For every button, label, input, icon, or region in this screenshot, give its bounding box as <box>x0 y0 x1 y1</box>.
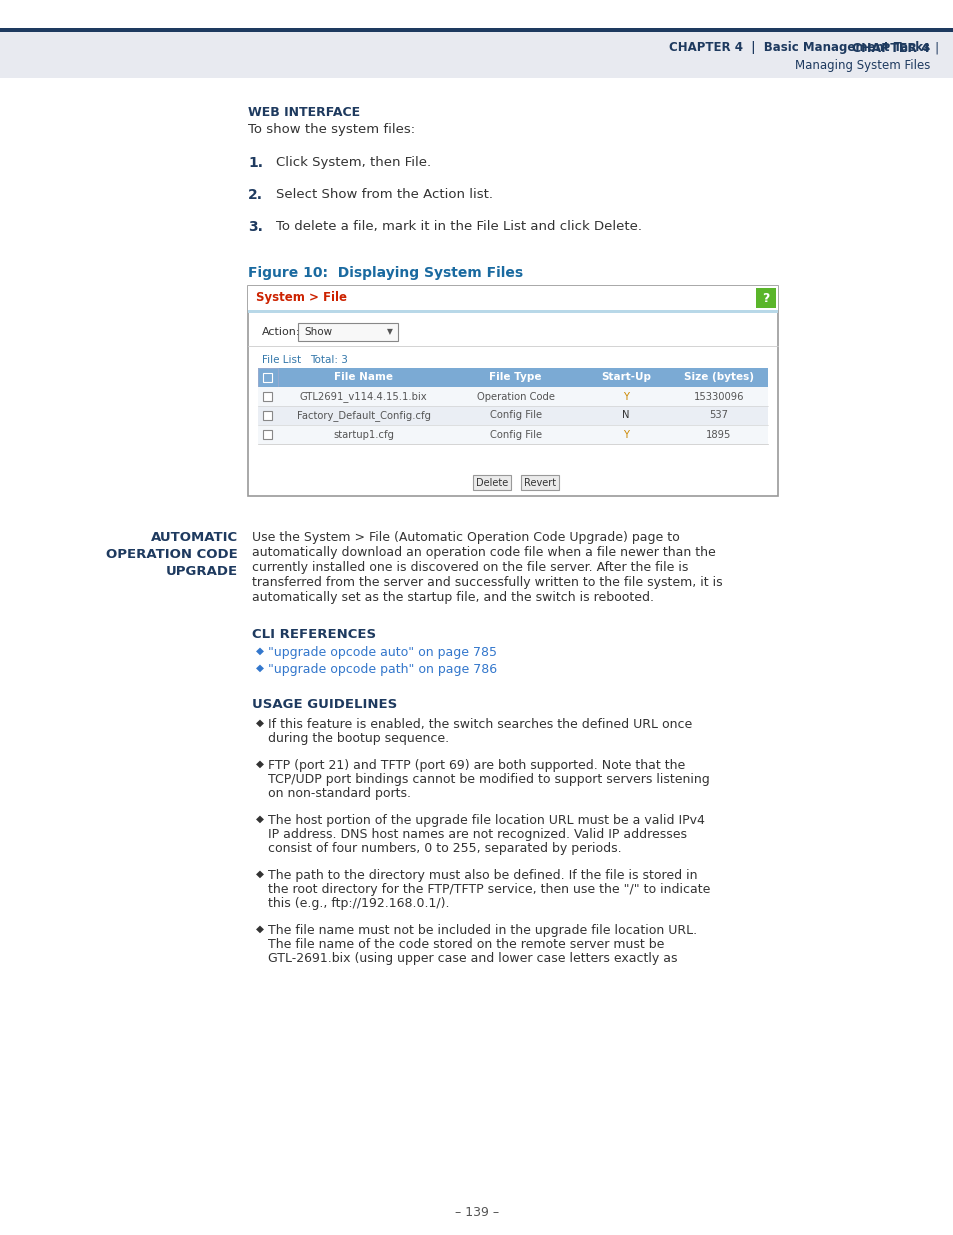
Bar <box>248 287 778 310</box>
Text: GTL2691_v114.4.15.1.bix: GTL2691_v114.4.15.1.bix <box>299 391 427 401</box>
Text: CLI REFERENCES: CLI REFERENCES <box>252 629 375 641</box>
Text: ◆: ◆ <box>255 869 264 879</box>
Text: Config File: Config File <box>489 430 541 440</box>
Text: Managing System Files: Managing System Files <box>794 59 929 73</box>
Bar <box>257 368 277 387</box>
Text: Select Show from the Action list.: Select Show from the Action list. <box>275 188 493 201</box>
Bar <box>257 425 767 445</box>
Bar <box>257 406 767 425</box>
Text: Total: 3: Total: 3 <box>310 354 348 366</box>
Text: during the bootup sequence.: during the bootup sequence. <box>268 732 449 745</box>
Text: |: | <box>933 42 937 54</box>
Text: File Type: File Type <box>489 373 541 383</box>
Text: The host portion of the upgrade file location URL must be a valid IPv4: The host portion of the upgrade file loc… <box>268 814 704 827</box>
Bar <box>263 391 272 401</box>
Text: Click System, then File.: Click System, then File. <box>275 156 431 169</box>
Text: UPGRADE: UPGRADE <box>166 564 237 578</box>
Bar <box>297 324 397 341</box>
Text: Show: Show <box>304 327 332 337</box>
Bar <box>520 475 558 490</box>
Text: on non-standard ports.: on non-standard ports. <box>268 787 411 800</box>
Text: Figure 10:  Displaying System Files: Figure 10: Displaying System Files <box>248 266 522 280</box>
Text: 1895: 1895 <box>705 430 731 440</box>
Text: N: N <box>621 410 629 420</box>
Text: this (e.g., ftp://192.168.0.1/).: this (e.g., ftp://192.168.0.1/). <box>268 897 449 910</box>
Bar <box>263 373 272 382</box>
Text: OPERATION CODE: OPERATION CODE <box>106 548 237 561</box>
Text: Factory_Default_Config.cfg: Factory_Default_Config.cfg <box>296 410 431 421</box>
Text: The file name of the code stored on the remote server must be: The file name of the code stored on the … <box>268 939 663 951</box>
Text: Y: Y <box>622 430 628 440</box>
Text: The path to the directory must also be defined. If the file is stored in: The path to the directory must also be d… <box>268 869 697 882</box>
Text: automatically set as the startup file, and the switch is rebooted.: automatically set as the startup file, a… <box>252 592 654 604</box>
Bar <box>0 0 953 28</box>
Text: File Name: File Name <box>334 373 393 383</box>
Text: Start-Up: Start-Up <box>600 373 650 383</box>
Text: ▼: ▼ <box>387 327 393 336</box>
Bar <box>257 368 767 387</box>
Text: Delete: Delete <box>476 478 508 488</box>
Text: Y: Y <box>622 391 628 401</box>
Text: Config File: Config File <box>489 410 541 420</box>
Text: startup1.cfg: startup1.cfg <box>333 430 394 440</box>
Text: 3.: 3. <box>248 220 263 233</box>
Text: transferred from the server and successfully written to the file system, it is: transferred from the server and successf… <box>252 576 721 589</box>
Text: File List: File List <box>262 354 301 366</box>
Text: ◆: ◆ <box>255 814 264 824</box>
Bar <box>0 28 953 32</box>
Text: AUTOMATIC: AUTOMATIC <box>151 531 237 543</box>
Text: ◆: ◆ <box>255 924 264 934</box>
Text: "upgrade opcode path" on page 786: "upgrade opcode path" on page 786 <box>268 663 497 676</box>
Text: "upgrade opcode auto" on page 785: "upgrade opcode auto" on page 785 <box>268 646 497 659</box>
Text: Revert: Revert <box>523 478 556 488</box>
Text: ?: ? <box>761 291 769 305</box>
Text: USAGE GUIDELINES: USAGE GUIDELINES <box>252 698 396 711</box>
Bar <box>0 32 953 78</box>
Text: Action:: Action: <box>262 327 300 337</box>
Text: CHAPTER 4: CHAPTER 4 <box>851 42 929 54</box>
Text: If this feature is enabled, the switch searches the defined URL once: If this feature is enabled, the switch s… <box>268 718 692 731</box>
Bar <box>257 387 767 406</box>
Text: 15330096: 15330096 <box>693 391 743 401</box>
Bar <box>248 310 778 312</box>
Text: ◆: ◆ <box>255 646 264 656</box>
Text: IP address. DNS host names are not recognized. Valid IP addresses: IP address. DNS host names are not recog… <box>268 827 686 841</box>
Text: To show the system files:: To show the system files: <box>248 124 415 136</box>
Text: System > File: System > File <box>255 291 347 305</box>
Text: 537: 537 <box>709 410 728 420</box>
Text: the root directory for the FTP/TFTP service, then use the "/" to indicate: the root directory for the FTP/TFTP serv… <box>268 883 710 897</box>
Bar <box>263 411 272 420</box>
Text: 1.: 1. <box>248 156 263 170</box>
Text: Operation Code: Operation Code <box>476 391 554 401</box>
Text: CHAPTER 4  |  Basic Management Tasks: CHAPTER 4 | Basic Management Tasks <box>668 42 929 54</box>
Text: FTP (port 21) and TFTP (port 69) are both supported. Note that the: FTP (port 21) and TFTP (port 69) are bot… <box>268 760 684 772</box>
Text: To delete a file, mark it in the File List and click Delete.: To delete a file, mark it in the File Li… <box>275 220 641 233</box>
Text: ◆: ◆ <box>255 760 264 769</box>
Text: automatically download an operation code file when a file newer than the: automatically download an operation code… <box>252 546 715 559</box>
Text: ◆: ◆ <box>255 718 264 727</box>
Bar <box>755 288 775 308</box>
Text: 2.: 2. <box>248 188 263 203</box>
Bar <box>263 430 272 438</box>
Bar <box>473 475 511 490</box>
Text: consist of four numbers, 0 to 255, separated by periods.: consist of four numbers, 0 to 255, separ… <box>268 842 621 855</box>
Text: – 139 –: – 139 – <box>455 1207 498 1219</box>
Bar <box>248 287 778 496</box>
Text: WEB INTERFACE: WEB INTERFACE <box>248 106 359 119</box>
Text: Use the System > File (Automatic Operation Code Upgrade) page to: Use the System > File (Automatic Operati… <box>252 531 679 543</box>
Text: GTL-2691.bix (using upper case and lower case letters exactly as: GTL-2691.bix (using upper case and lower… <box>268 952 677 965</box>
Text: The file name must not be included in the upgrade file location URL.: The file name must not be included in th… <box>268 924 697 937</box>
Text: TCP/UDP port bindings cannot be modified to support servers listening: TCP/UDP port bindings cannot be modified… <box>268 773 709 785</box>
Text: currently installed one is discovered on the file server. After the file is: currently installed one is discovered on… <box>252 561 688 574</box>
Text: ◆: ◆ <box>255 663 264 673</box>
Text: Size (bytes): Size (bytes) <box>683 373 753 383</box>
